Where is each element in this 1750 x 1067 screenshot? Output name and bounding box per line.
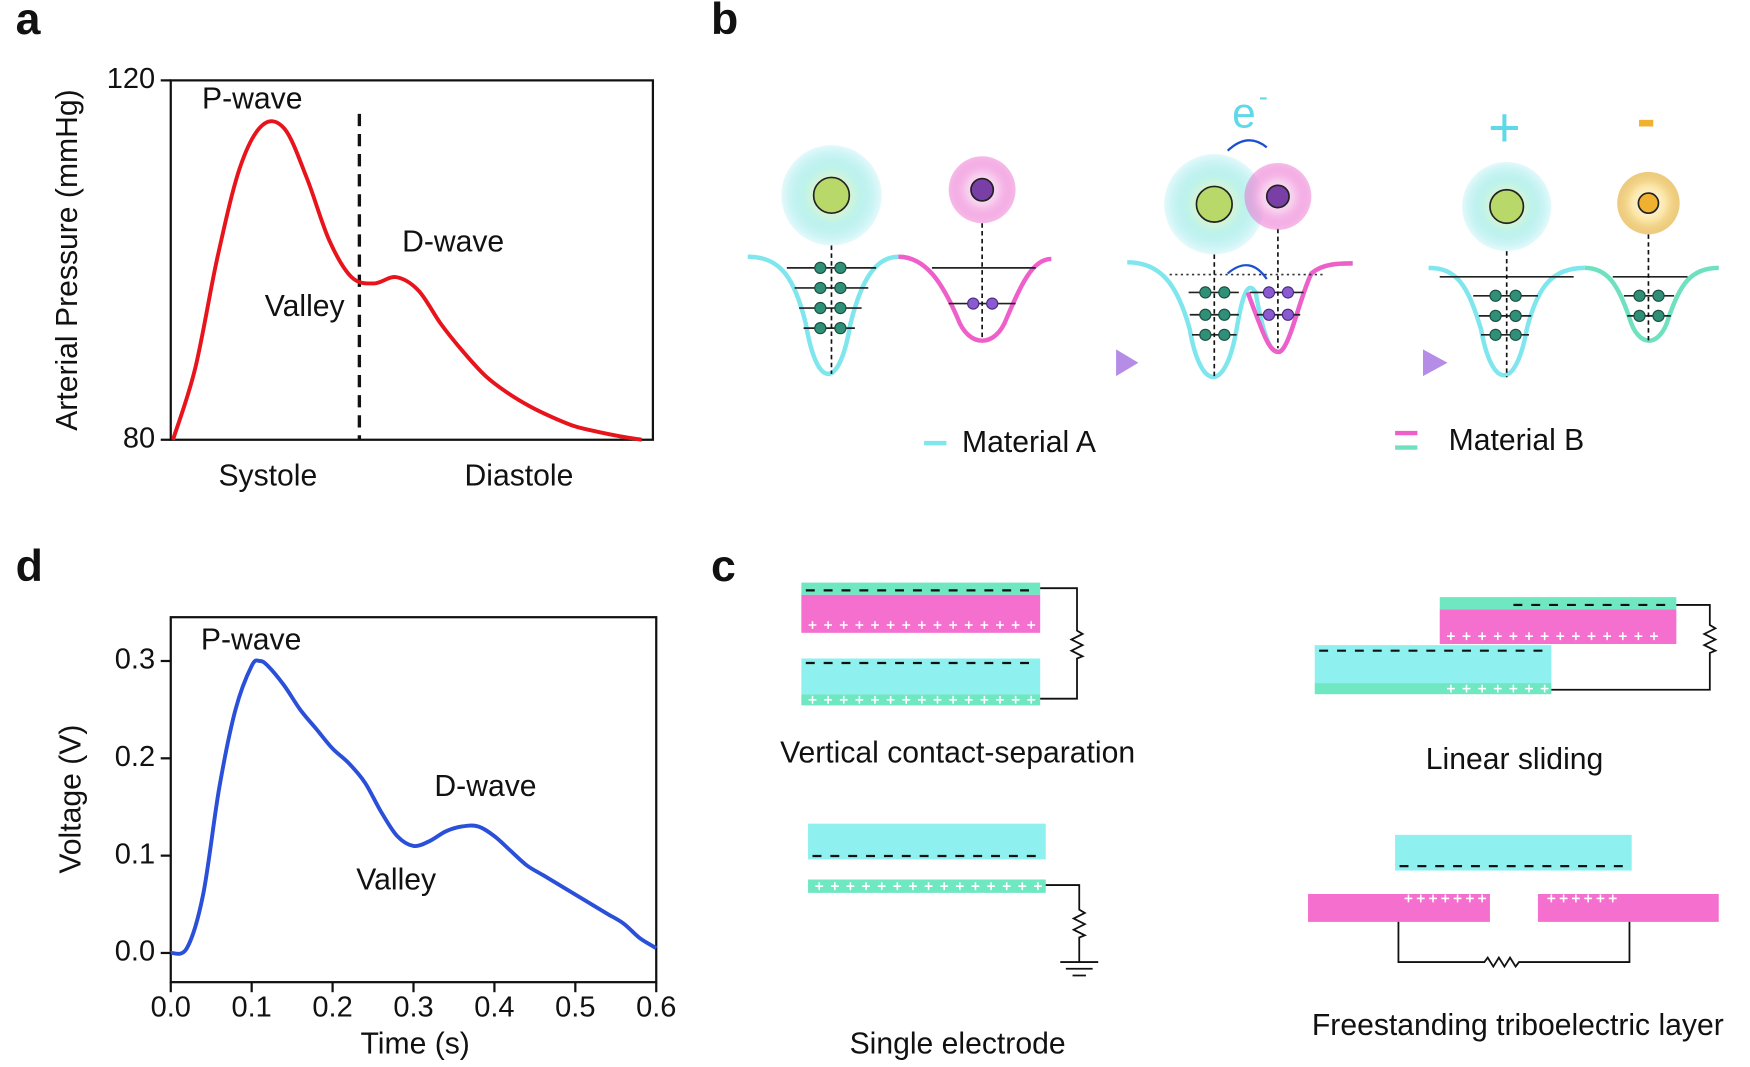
mode-label: Single electrode xyxy=(850,1028,1066,1061)
well xyxy=(1428,265,1585,378)
annotation: Diastole xyxy=(465,460,574,493)
electron-label: e xyxy=(1232,89,1256,136)
well xyxy=(1127,260,1353,379)
charge-plus xyxy=(1446,632,1658,641)
plot-frame xyxy=(169,616,658,984)
y-tick-label: 0.3 xyxy=(115,644,155,676)
data-line xyxy=(171,119,643,442)
panel-letter: b xyxy=(711,0,738,44)
legend-label: Material A xyxy=(962,426,1097,459)
well xyxy=(747,254,899,376)
x-tick-label: 0.5 xyxy=(555,992,595,1024)
electron-superscript: - xyxy=(1259,81,1268,111)
legend-label: Material B xyxy=(1449,424,1585,457)
positive-label: + xyxy=(1488,95,1521,158)
annotation: D-wave xyxy=(434,770,536,803)
annotation: P-wave xyxy=(202,82,302,115)
charge-plus xyxy=(815,882,1042,891)
mode-label: Linear sliding xyxy=(1426,743,1604,776)
well xyxy=(898,254,1052,343)
panel-letter: c xyxy=(711,542,736,591)
well xyxy=(1584,265,1719,343)
negative-label: - xyxy=(1637,87,1656,150)
annotation: Valley xyxy=(265,290,345,323)
charge-plus xyxy=(1404,894,1487,903)
y-tick-label: 80 xyxy=(123,422,155,454)
data-line xyxy=(170,658,658,956)
mode-label: Freestanding triboelectric layer xyxy=(1312,1009,1724,1042)
charge-plus xyxy=(1547,894,1617,903)
x-tick-label: 0.1 xyxy=(232,992,272,1024)
y-axis-label: Arterial Pressure (mmHg) xyxy=(51,89,84,430)
x-tick-label: 0.4 xyxy=(474,992,514,1024)
annotation: D-wave xyxy=(402,225,504,258)
annotation: Systole xyxy=(218,460,317,493)
x-tick-label: 0.2 xyxy=(312,992,352,1024)
charge-plus xyxy=(808,695,1036,704)
annotation: P-wave xyxy=(201,624,301,657)
x-tick-label: 0.3 xyxy=(393,992,433,1024)
y-axis-label: Voltage (V) xyxy=(54,725,87,874)
panel-letter: d xyxy=(16,542,43,591)
diagram-b xyxy=(747,139,1719,450)
well xyxy=(1245,261,1353,355)
mode-label: Vertical contact-separation xyxy=(780,736,1135,769)
y-tick-label: 0.0 xyxy=(115,936,155,968)
y-tick-label: 120 xyxy=(107,63,155,95)
charge-plus xyxy=(808,621,1036,629)
panel-letter: a xyxy=(16,0,42,44)
x-axis-label: Time (s) xyxy=(361,1028,470,1061)
charge-plus xyxy=(1446,684,1549,693)
x-tick-label: 0.6 xyxy=(636,992,676,1024)
y-tick-label: 0.2 xyxy=(115,741,155,773)
x-tick-label: 0.0 xyxy=(151,992,191,1024)
annotation: Valley xyxy=(356,864,436,897)
diagram-c xyxy=(801,582,1719,977)
y-tick-label: 0.1 xyxy=(115,838,155,870)
plot-frame xyxy=(169,79,655,441)
